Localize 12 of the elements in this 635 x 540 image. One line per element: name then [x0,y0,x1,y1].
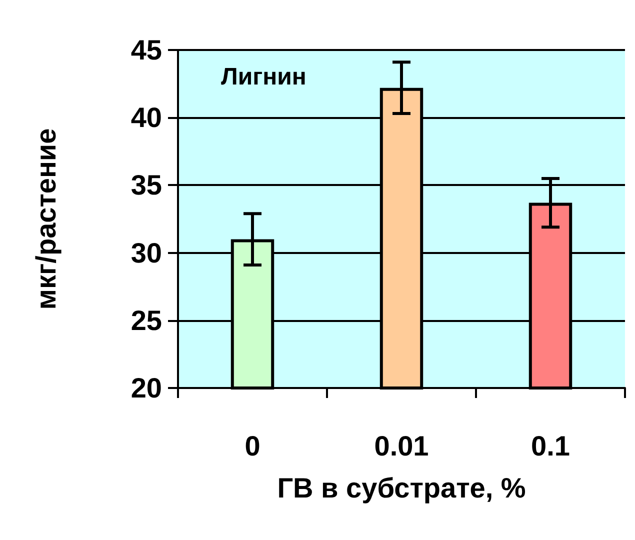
y-tick-label: 25 [130,304,162,336]
y-tick-label: 20 [130,372,162,404]
y-tick-label: 35 [130,170,162,201]
y-tick-label: 30 [130,237,162,268]
x-axis-title: ГВ в субстрате, % [277,472,526,504]
y-axis-title: мкг/растение [30,128,62,310]
y-tick-label: 45 [130,34,162,66]
x-tick-label: 0 [244,430,260,462]
x-tick-label: 0.1 [531,430,570,462]
x-tick-label: 0.01 [374,430,429,462]
y-tick-label: 40 [130,102,162,134]
text: Лигнин [221,64,306,90]
